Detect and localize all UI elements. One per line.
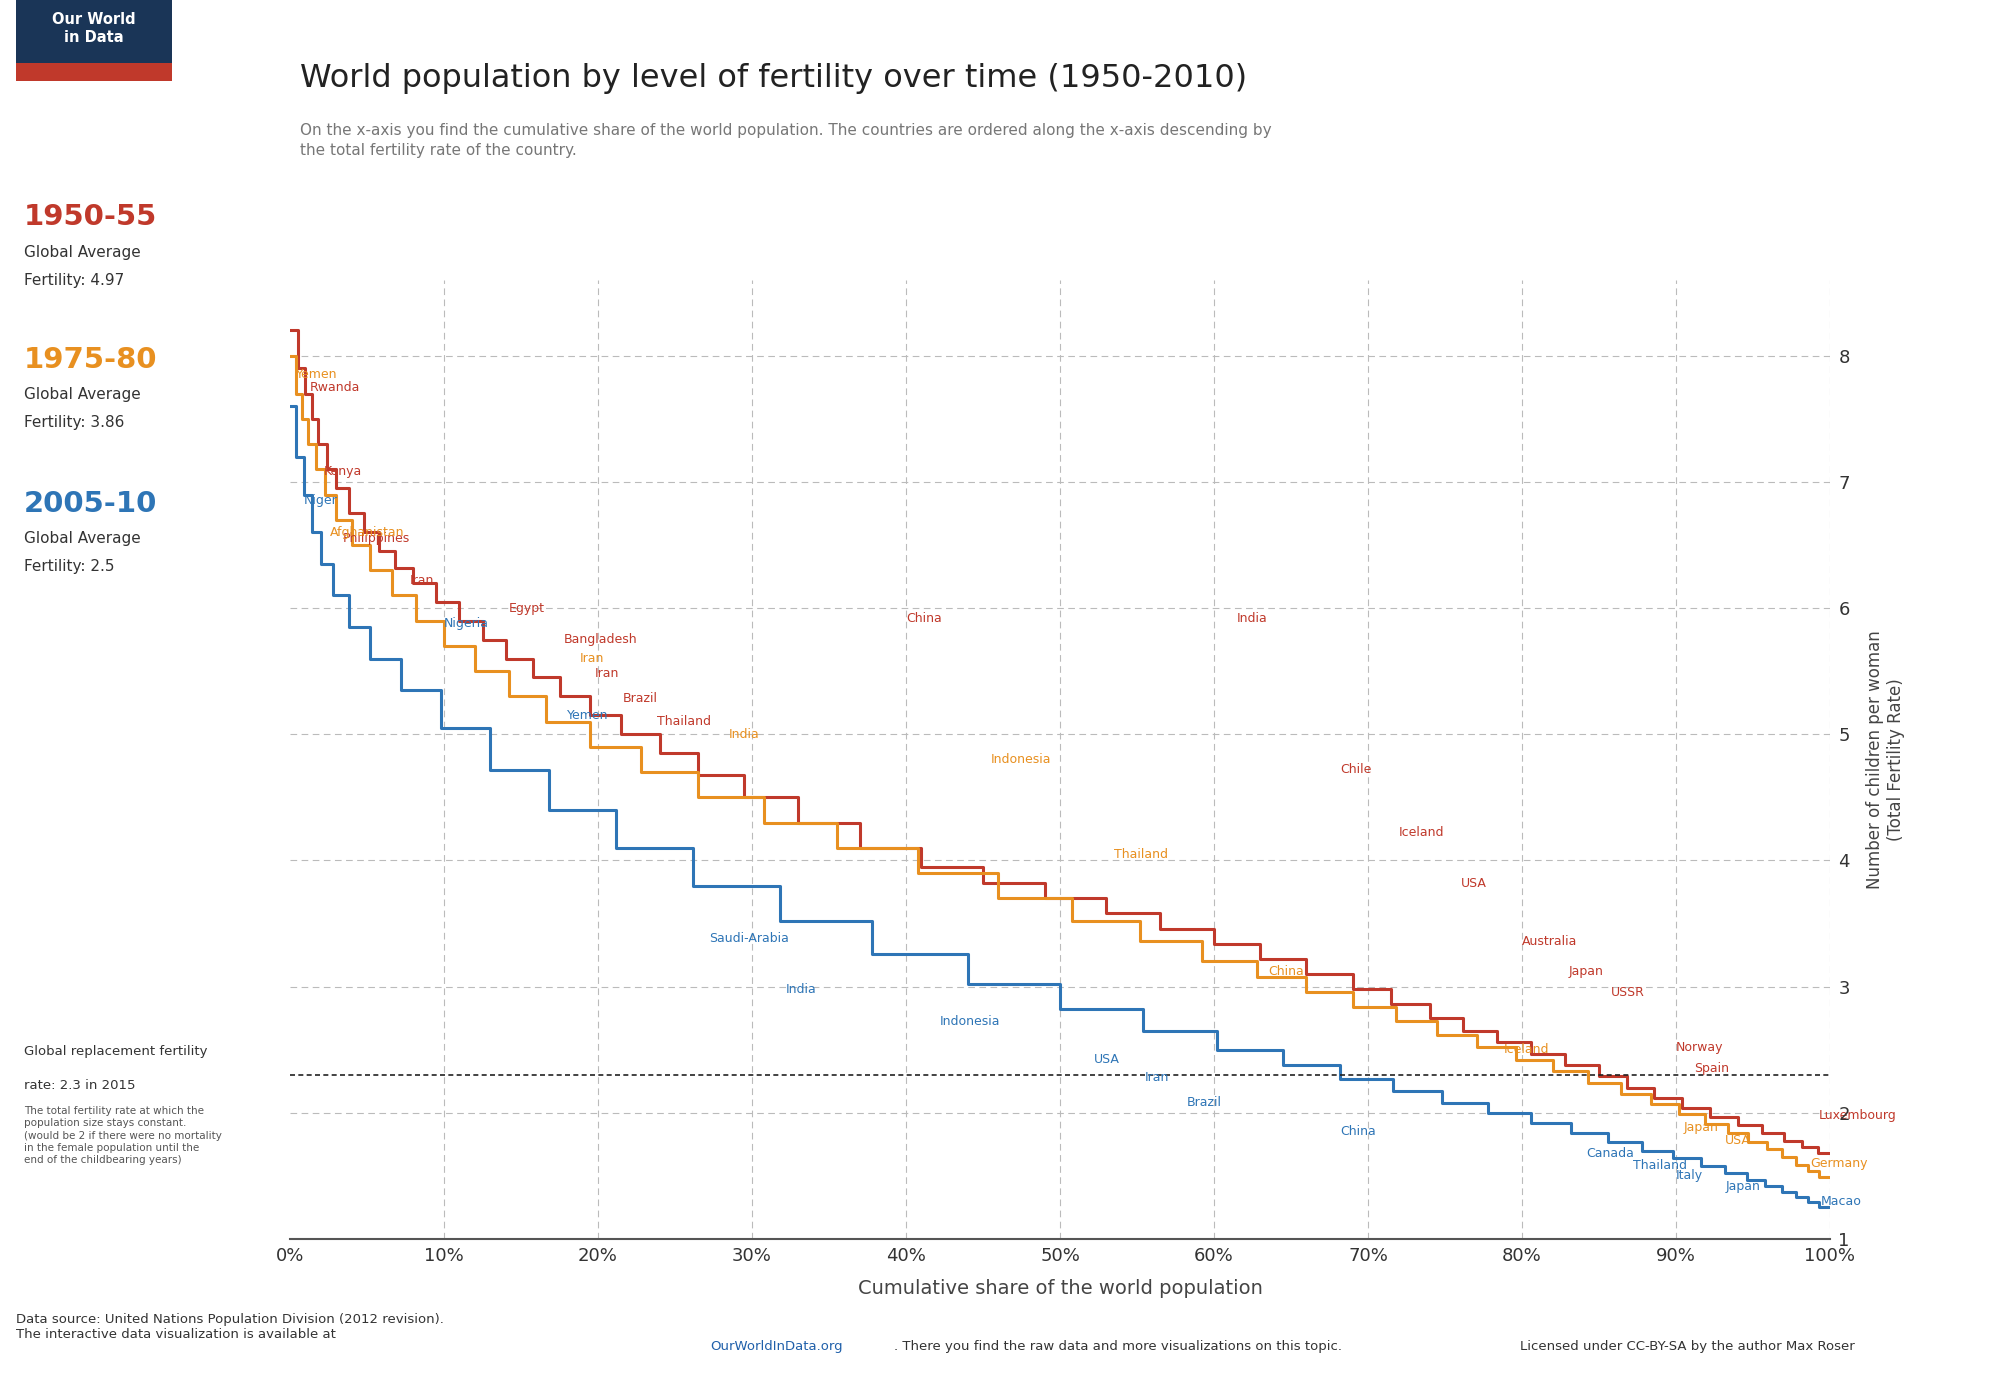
- Text: Thailand: Thailand: [1632, 1159, 1686, 1172]
- Text: Norway: Norway: [1676, 1040, 1724, 1054]
- Text: India: India: [1238, 612, 1268, 624]
- Text: Brazil: Brazil: [1186, 1096, 1222, 1109]
- Text: USSR: USSR: [1612, 987, 1646, 1000]
- Text: Yemen: Yemen: [296, 368, 338, 381]
- Text: Afghanistan: Afghanistan: [330, 526, 404, 539]
- Text: The total fertility rate at which the
population size stays constant.
(would be : The total fertility rate at which the po…: [24, 1106, 222, 1165]
- Bar: [16, 63, 172, 81]
- Text: Egypt: Egypt: [508, 602, 544, 615]
- Text: Iran: Iran: [1144, 1071, 1170, 1084]
- Text: Spain: Spain: [1694, 1063, 1730, 1075]
- Bar: [16, 0, 172, 63]
- Text: Fertility: 2.5: Fertility: 2.5: [24, 560, 114, 574]
- Text: China: China: [1340, 1126, 1376, 1138]
- X-axis label: Cumulative share of the world population: Cumulative share of the world population: [858, 1280, 1262, 1298]
- Text: On the x-axis you find the cumulative share of the world population. The countri: On the x-axis you find the cumulative sh…: [300, 123, 1272, 158]
- Text: Global Average: Global Average: [24, 532, 140, 546]
- Text: Iran: Iran: [410, 574, 434, 587]
- Text: Global Average: Global Average: [24, 245, 140, 259]
- Text: Saudi-Arabia: Saudi-Arabia: [708, 932, 788, 945]
- Text: rate: 2.3 in 2015: rate: 2.3 in 2015: [24, 1079, 136, 1092]
- Text: Our World
in Data: Our World in Data: [52, 13, 136, 45]
- Text: Global Average: Global Average: [24, 388, 140, 402]
- Text: Japan: Japan: [1568, 965, 1604, 979]
- Text: China: China: [906, 612, 942, 624]
- Text: Iceland: Iceland: [1398, 826, 1444, 839]
- Text: Canada: Canada: [1586, 1147, 1634, 1159]
- Text: USA: USA: [1460, 876, 1486, 889]
- Text: USA: USA: [1094, 1053, 1120, 1067]
- Text: Chile: Chile: [1340, 763, 1372, 776]
- Text: Thailand: Thailand: [656, 715, 710, 728]
- Text: Iran: Iran: [580, 652, 604, 665]
- Text: Australia: Australia: [1522, 935, 1578, 948]
- Text: Iceland: Iceland: [1504, 1043, 1550, 1056]
- Text: 2005-10: 2005-10: [24, 490, 158, 518]
- Text: World population by level of fertility over time (1950-2010): World population by level of fertility o…: [300, 63, 1248, 94]
- Text: Niger: Niger: [304, 494, 338, 507]
- Text: Nigeria: Nigeria: [444, 617, 488, 630]
- Text: Licensed under CC-BY-SA by the author Max Roser: Licensed under CC-BY-SA by the author Ma…: [1520, 1340, 1854, 1354]
- Text: Indonesia: Indonesia: [940, 1015, 1000, 1029]
- Text: Data source: United Nations Population Division (2012 revision).
The interactive: Data source: United Nations Population D…: [16, 1313, 444, 1341]
- Text: Fertility: 3.86: Fertility: 3.86: [24, 416, 124, 430]
- Text: Yemen: Yemen: [568, 708, 608, 722]
- Text: Macao: Macao: [1820, 1194, 1862, 1208]
- Text: India: India: [786, 983, 816, 995]
- Text: India: India: [728, 728, 760, 741]
- Text: Brazil: Brazil: [622, 693, 658, 706]
- Text: Luxembourg: Luxembourg: [1820, 1109, 1896, 1121]
- Text: Kenya: Kenya: [324, 465, 362, 479]
- Text: Italy: Italy: [1676, 1169, 1704, 1183]
- Text: Thailand: Thailand: [1114, 847, 1168, 861]
- Text: Iran: Iran: [594, 668, 620, 680]
- Text: Global replacement fertility: Global replacement fertility: [24, 1046, 208, 1058]
- Text: Indonesia: Indonesia: [990, 753, 1052, 766]
- Text: USA: USA: [1726, 1134, 1752, 1147]
- Text: 1950-55: 1950-55: [24, 203, 158, 231]
- Text: Bangladesh: Bangladesh: [564, 633, 638, 647]
- Text: China: China: [1268, 965, 1304, 979]
- Text: Philippines: Philippines: [342, 532, 410, 545]
- Text: . There you find the raw data and more visualizations on this topic.: . There you find the raw data and more v…: [894, 1340, 1342, 1354]
- Y-axis label: Number of children per woman
(Total Fertility Rate): Number of children per woman (Total Fert…: [1866, 630, 1906, 889]
- Text: 1975-80: 1975-80: [24, 346, 158, 374]
- Text: Japan: Japan: [1726, 1180, 1760, 1193]
- Text: Rwanda: Rwanda: [310, 381, 360, 393]
- Text: Germany: Germany: [1810, 1156, 1868, 1170]
- Text: Fertility: 4.97: Fertility: 4.97: [24, 273, 124, 287]
- Text: OurWorldInData.org: OurWorldInData.org: [710, 1340, 842, 1354]
- Text: Japan: Japan: [1684, 1121, 1718, 1134]
